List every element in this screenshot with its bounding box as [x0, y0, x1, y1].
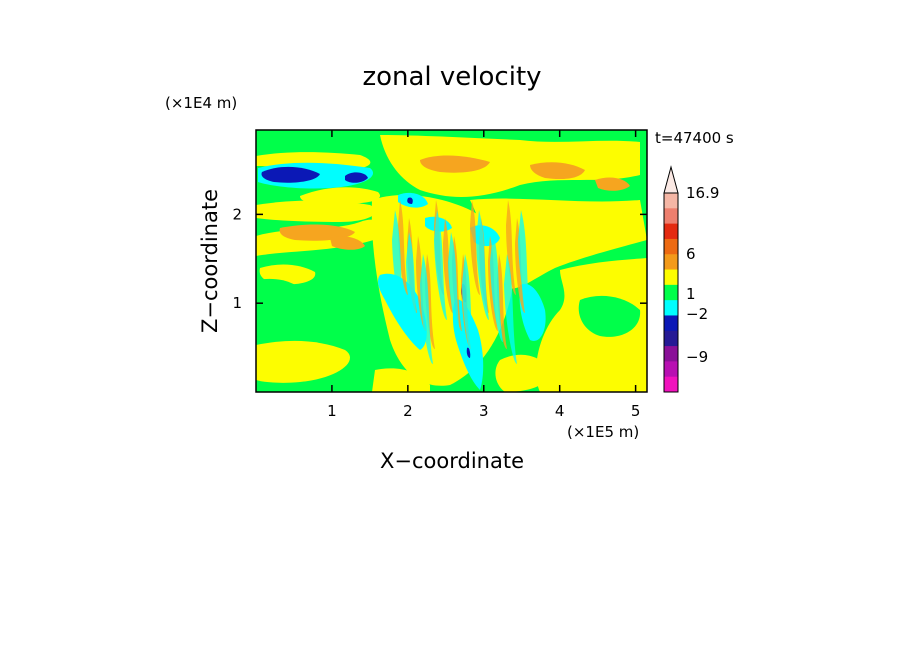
- y-axis: 12: [232, 205, 647, 312]
- colorbar-swatch: [664, 346, 678, 362]
- colorbar-frame: [663, 192, 679, 393]
- colorbar-swatch: [664, 315, 678, 332]
- x-tick-label: 5: [631, 402, 641, 420]
- y-scale-label: (×1E4 m): [165, 94, 237, 112]
- field-contour: [578, 295, 641, 337]
- field-streak: [490, 232, 503, 342]
- colorbar-swatch: [664, 361, 678, 378]
- field-contour: [420, 155, 490, 173]
- colorbar-swatch: [664, 208, 678, 225]
- x-tick-label: 3: [479, 402, 489, 420]
- colorbar-swatch: [664, 254, 678, 271]
- field-contour: [279, 224, 355, 241]
- colorbar-tick-label: 1: [686, 285, 696, 303]
- field-contour: [466, 347, 471, 358]
- field-streak: [392, 210, 405, 320]
- x-tick-label: 1: [327, 402, 337, 420]
- velocity-field: [256, 135, 647, 392]
- field-streak: [443, 218, 453, 313]
- colorbar-tick-label: −9: [686, 348, 708, 366]
- field-contour: [256, 340, 350, 383]
- colorbar-swatch: [664, 193, 678, 209]
- time-label: t=47400 s: [655, 129, 734, 147]
- colorbar-swatch: [664, 376, 678, 393]
- colorbar-swatch: [664, 269, 678, 286]
- field-streak: [470, 200, 480, 295]
- field-streak: [434, 210, 447, 320]
- field-streak: [506, 200, 516, 295]
- field-contour: [407, 197, 413, 204]
- field-streak: [497, 254, 507, 349]
- x-axis-label: X−coordinate: [380, 449, 524, 473]
- field-contour: [470, 198, 647, 289]
- field-contour: [256, 278, 311, 339]
- field-streak: [518, 210, 531, 320]
- y-axis-label: Z−coordinate: [198, 189, 222, 333]
- y-tick-label: 2: [232, 205, 242, 223]
- field-streak: [420, 254, 433, 364]
- field-contour: [372, 368, 430, 392]
- field-contour: [330, 236, 365, 250]
- x-tick-label: 4: [555, 402, 565, 420]
- colorbar-tick-label: 6: [686, 245, 696, 263]
- field-contour: [345, 172, 368, 183]
- colorbar-swatch: [664, 284, 678, 301]
- field-streak: [425, 254, 435, 349]
- field-contour: [261, 166, 320, 183]
- colorbar-tick-label: 16.9: [686, 184, 719, 202]
- plot-frame: [255, 129, 648, 393]
- field-streak: [448, 232, 461, 342]
- colorbar-tick-label: −2: [686, 305, 708, 323]
- colorbar-swatch: [664, 238, 678, 255]
- field-contour: [300, 187, 381, 205]
- field-contour: [495, 354, 550, 392]
- field-streak: [406, 232, 419, 342]
- field-streak: [462, 254, 475, 364]
- colorbar-swatch: [664, 300, 678, 316]
- colorbar-swatch: [664, 330, 678, 347]
- colorbar-extend-arrow: [663, 165, 679, 194]
- x-tick-label: 2: [403, 402, 413, 420]
- chart-title: zonal velocity: [362, 62, 541, 92]
- colorbar: 16.9 6 1 −2 −9: [663, 165, 719, 393]
- field-streak: [398, 200, 408, 295]
- field-contour: [256, 200, 376, 222]
- field-contour: [380, 135, 640, 197]
- x-scale-label: (×1E5 m): [567, 423, 639, 441]
- field-streak: [476, 210, 489, 320]
- field-streak: [504, 254, 517, 364]
- field-contour: [398, 192, 428, 208]
- y-tick-label: 1: [232, 294, 242, 312]
- field-contour: [595, 177, 630, 191]
- x-axis: 1 2 3 4 5: [327, 130, 640, 420]
- colorbar-swatch: [664, 223, 678, 240]
- field-contour: [530, 162, 585, 180]
